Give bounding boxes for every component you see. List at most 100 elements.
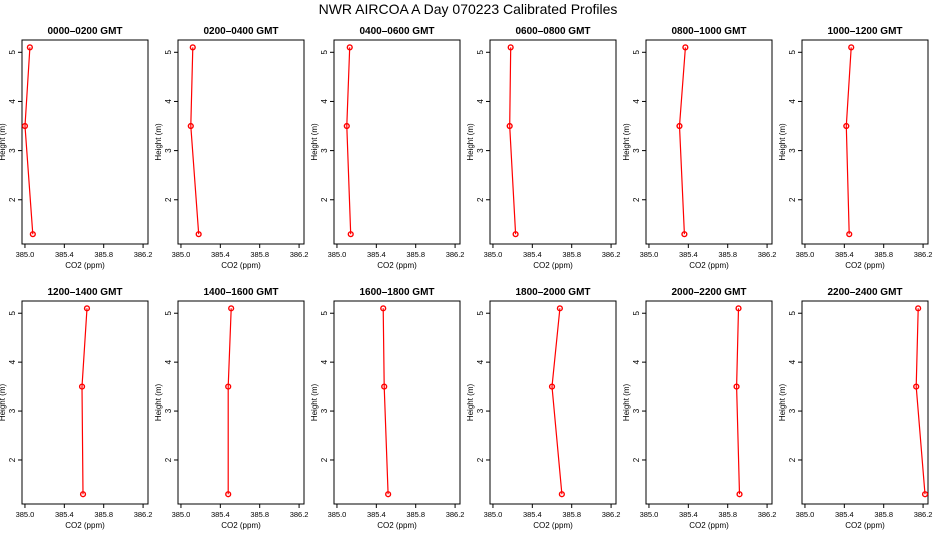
- page-title: NWR AIRCOA A Day 070223 Calibrated Profi…: [318, 1, 618, 17]
- y-tick-label: 3: [164, 148, 173, 153]
- y-tick-label: 2: [320, 197, 329, 202]
- y-tick-label: 5: [164, 50, 173, 55]
- x-tick-label: 386.2: [134, 250, 153, 259]
- x-tick-label: 385.4: [679, 510, 698, 519]
- y-axis-label: Height (m): [466, 383, 475, 421]
- y-tick-label: 3: [476, 408, 485, 413]
- subplot-0: 0000–0200 GMT 385.0 385.4 385.8 386.2 CO2 (pp…: [0, 26, 152, 270]
- subplot-title: 1200–1400 GMT: [47, 287, 122, 298]
- plot-frame: [645, 39, 773, 245]
- profile-line: [678, 47, 686, 235]
- y-tick-label: 3: [632, 148, 641, 153]
- x-tick-label: 385.4: [679, 250, 698, 259]
- y-tick-label: 3: [632, 408, 641, 413]
- y-tick-label: 3: [8, 148, 17, 153]
- data-point: [558, 491, 565, 498]
- x-axis-label: CO2 (ppm): [221, 261, 261, 270]
- y-tick-label: 3: [788, 408, 797, 413]
- profile-line: [190, 47, 200, 235]
- data-point: [78, 383, 86, 390]
- y-tick-label: 2: [164, 457, 173, 462]
- data-point: [848, 44, 855, 51]
- x-tick-label: 386.2: [290, 510, 309, 519]
- y-tick-label: 4: [788, 99, 797, 104]
- plot-frame: [177, 39, 305, 245]
- y-tick-label: 4: [788, 359, 797, 364]
- plot-frame: [333, 300, 461, 505]
- subplot-title: 0000–0200 GMT: [47, 26, 122, 37]
- subplot-7: 1400–1600 GMT 385.0 385.4 385.8 386.2 CO2 (pp…: [154, 287, 308, 530]
- y-tick-label: 3: [320, 148, 329, 153]
- profile-line: [346, 47, 352, 235]
- x-tick-label: 385.4: [55, 250, 74, 259]
- data-point: [733, 383, 740, 390]
- y-tick-label: 5: [476, 310, 485, 315]
- y-tick-label: 4: [476, 99, 485, 104]
- x-tick-label: 385.0: [172, 510, 191, 519]
- y-tick-label: 5: [8, 310, 17, 315]
- x-tick-label: 385.8: [562, 250, 581, 259]
- y-tick-label: 5: [788, 50, 797, 55]
- subplot-2: 0400–0600 GMT 385.0 385.4 385.8 386.2 CO2 (pp…: [310, 26, 464, 270]
- data-point: [189, 44, 196, 51]
- y-tick-label: 3: [8, 408, 17, 413]
- data-point: [843, 122, 850, 130]
- subplot-title: 0400–0600 GMT: [359, 26, 434, 37]
- y-tick-label: 4: [632, 99, 641, 104]
- data-point: [682, 44, 689, 51]
- data-point: [79, 491, 87, 498]
- y-tick-label: 2: [320, 457, 329, 462]
- profile-line: [81, 308, 88, 495]
- y-axis-label: Height (m): [778, 123, 787, 161]
- subplot-title: 1400–1600 GMT: [203, 287, 278, 298]
- x-tick-label: 385.0: [640, 250, 659, 259]
- x-tick-label: 385.0: [16, 510, 35, 519]
- data-point: [736, 491, 743, 498]
- y-axis-label: Height (m): [622, 383, 631, 421]
- x-tick-label: 385.8: [250, 250, 269, 259]
- data-point: [556, 305, 563, 312]
- y-tick-label: 4: [8, 359, 17, 364]
- subplot-title: 0600–0800 GMT: [515, 26, 590, 37]
- x-tick-label: 385.8: [718, 510, 737, 519]
- x-tick-label: 385.8: [94, 250, 113, 259]
- data-point: [26, 44, 33, 51]
- subplot-5: 1000–1200 GMT 385.0 385.4 385.8 386.2 CO2 (pp…: [778, 26, 932, 270]
- subplot-11: 2200–2400 GMT 385.0 385.4 385.8 386.2 CO2 (pp…: [778, 287, 932, 530]
- x-axis-label: CO2 (ppm): [65, 521, 105, 530]
- x-tick-label: 386.2: [446, 510, 465, 519]
- data-point: [381, 383, 388, 390]
- subplot-8: 1600–1800 GMT 385.0 385.4 385.8 386.2 CO2 (pp…: [310, 287, 464, 530]
- x-tick-label: 385.8: [94, 510, 113, 519]
- y-tick-label: 5: [632, 310, 641, 315]
- subplot-9: 1800–2000 GMT 385.0 385.4 385.8 386.2 CO2 (pp…: [466, 287, 620, 530]
- x-tick-label: 385.8: [718, 250, 737, 259]
- x-tick-label: 385.8: [406, 510, 425, 519]
- x-tick-label: 386.2: [758, 510, 777, 519]
- y-axis-label: Height (m): [466, 123, 475, 161]
- y-tick-label: 5: [164, 310, 173, 315]
- x-axis-label: CO2 (ppm): [377, 521, 417, 530]
- data-point: [225, 491, 232, 498]
- y-axis-label: Height (m): [0, 383, 7, 421]
- y-tick-label: 2: [632, 197, 641, 202]
- y-tick-label: 2: [632, 457, 641, 462]
- plot-frame: [489, 39, 617, 245]
- data-point: [506, 122, 513, 130]
- y-tick-label: 3: [320, 408, 329, 413]
- y-tick-label: 4: [476, 359, 485, 364]
- subplot-4: 0800–1000 GMT 385.0 385.4 385.8 386.2 CO2 (pp…: [622, 26, 776, 270]
- y-axis-label: Height (m): [622, 123, 631, 161]
- subplot-title: 0800–1000 GMT: [671, 26, 746, 37]
- x-tick-label: 386.2: [914, 510, 933, 519]
- data-point: [921, 491, 929, 498]
- x-axis-label: CO2 (ppm): [845, 521, 885, 530]
- subplot-title: 2200–2400 GMT: [827, 287, 902, 298]
- x-tick-label: 385.4: [523, 250, 542, 259]
- y-tick-label: 4: [320, 99, 329, 104]
- y-axis-label: Height (m): [310, 123, 319, 161]
- data-point: [846, 231, 853, 238]
- profile-line: [551, 308, 563, 495]
